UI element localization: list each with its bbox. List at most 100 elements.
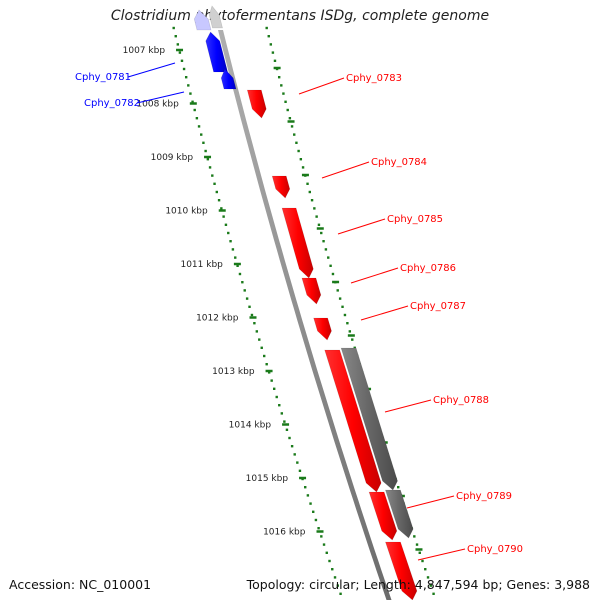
kbp-label: 1014 kbp — [229, 421, 272, 431]
rail-dot — [296, 461, 299, 464]
rail-dot — [290, 125, 294, 128]
rail-dot — [180, 59, 184, 62]
rail-dot — [426, 576, 430, 579]
rail-dot — [346, 322, 349, 325]
gene-cphy-0784 — [271, 175, 291, 199]
rail-dot — [270, 379, 273, 382]
label-leader — [127, 62, 176, 78]
rail-dot — [250, 313, 254, 317]
rail-dot — [236, 264, 239, 267]
gene-label-cphy-0790[interactable]: Cphy_0790 — [467, 544, 523, 555]
rail-dot — [304, 486, 307, 489]
rail-dot — [224, 223, 228, 226]
rail-dot — [197, 125, 201, 128]
backbone-fade — [208, 5, 223, 29]
gene-label-cphy-0781[interactable]: Cphy_0781 — [75, 72, 131, 83]
rail-dot — [272, 387, 276, 390]
rail-dot — [204, 149, 207, 153]
label-leader — [136, 91, 185, 104]
rail-dot — [265, 26, 268, 30]
rail-dot — [187, 84, 190, 87]
feature-grey-1 — [340, 347, 398, 491]
rail-dot — [325, 551, 328, 554]
rail-dot — [301, 166, 305, 169]
rail-dot — [211, 174, 214, 177]
rail-dot — [277, 76, 281, 79]
rail-dot — [282, 92, 285, 95]
rail-dot — [343, 313, 347, 317]
rail-dot — [176, 43, 180, 46]
rail-dot — [280, 412, 284, 415]
gene-layer — [193, 5, 418, 600]
kbp-label: 1015 kbp — [246, 474, 289, 484]
gene-cphy-0789 — [368, 491, 398, 541]
rail-dot — [298, 469, 302, 472]
label-leader — [350, 267, 399, 284]
rail-dot — [429, 584, 432, 587]
rail-dot — [339, 592, 342, 595]
rail-dot — [424, 568, 427, 571]
rail-dot — [328, 559, 331, 563]
rail-dot — [327, 256, 330, 259]
gene-label-cphy-0785[interactable]: Cphy_0785 — [387, 214, 443, 225]
rail-dot — [336, 584, 339, 587]
gene-label-cphy-0783[interactable]: Cphy_0783 — [346, 73, 402, 84]
rail-dot — [348, 330, 352, 333]
rail-dot — [331, 272, 335, 276]
rail-dot — [293, 453, 296, 456]
rail-dot — [260, 346, 263, 349]
rail-dot — [309, 502, 312, 505]
rail-dot — [306, 494, 310, 497]
rail-dot — [295, 141, 298, 144]
rail-dot — [275, 395, 278, 399]
rail-dot — [238, 272, 242, 276]
gene-cphy-0783 — [246, 89, 267, 119]
rail-dot — [320, 231, 323, 235]
rail-dot — [315, 215, 318, 218]
feature-grey-2 — [385, 489, 414, 539]
gene-label-cphy-0787[interactable]: Cphy_0787 — [410, 301, 466, 312]
rail-dot — [174, 35, 177, 38]
gene-label-cphy-0782[interactable]: Cphy_0782 — [84, 98, 140, 109]
genome-backbone — [218, 30, 392, 600]
gene-cphy-0786 — [301, 277, 322, 305]
topology-summary: Topology: circular; Length: 4,847,594 bp… — [246, 577, 590, 592]
rail-dot — [193, 108, 196, 112]
rail-dot — [227, 231, 230, 235]
rail-dot — [336, 289, 339, 292]
gene-label-cphy-0789[interactable]: Cphy_0789 — [456, 491, 512, 502]
label-leader — [298, 77, 345, 95]
rail-dot — [243, 289, 246, 292]
rail-dot — [231, 248, 235, 251]
rail-dot — [312, 510, 315, 513]
rail-dot — [324, 248, 328, 251]
rail-dot — [413, 535, 416, 538]
rail-dot — [415, 543, 419, 546]
gene-label-cphy-0784[interactable]: Cphy_0784 — [371, 157, 427, 168]
rail-dot — [353, 346, 356, 349]
rail-dot — [255, 330, 259, 333]
rail-dot — [241, 281, 244, 284]
gene-label-cphy-0786[interactable]: Cphy_0786 — [400, 263, 456, 274]
rail-dot — [293, 133, 296, 136]
rail-dot — [288, 117, 292, 120]
kbp-label: 1009 kbp — [151, 153, 194, 163]
gene-cphy-0788 — [324, 349, 382, 493]
rail-dot — [297, 149, 300, 153]
rail-dot — [283, 420, 286, 423]
rail-dot — [314, 518, 318, 522]
rail-dot — [284, 100, 287, 103]
rail-dot — [213, 182, 216, 185]
backbone-layer — [218, 30, 392, 600]
rail-dot — [278, 404, 281, 407]
label-leader — [417, 548, 466, 561]
rail-dot — [191, 100, 194, 103]
rail-dot — [202, 141, 205, 144]
rail-dot — [269, 43, 273, 46]
rail-dot — [258, 338, 261, 341]
gene-label-cphy-0788[interactable]: Cphy_0788 — [433, 395, 489, 406]
rail-dot — [290, 445, 294, 448]
gene-cphy-0790 — [385, 541, 418, 600]
rail-dot — [265, 363, 268, 366]
rail-dot — [333, 576, 337, 579]
